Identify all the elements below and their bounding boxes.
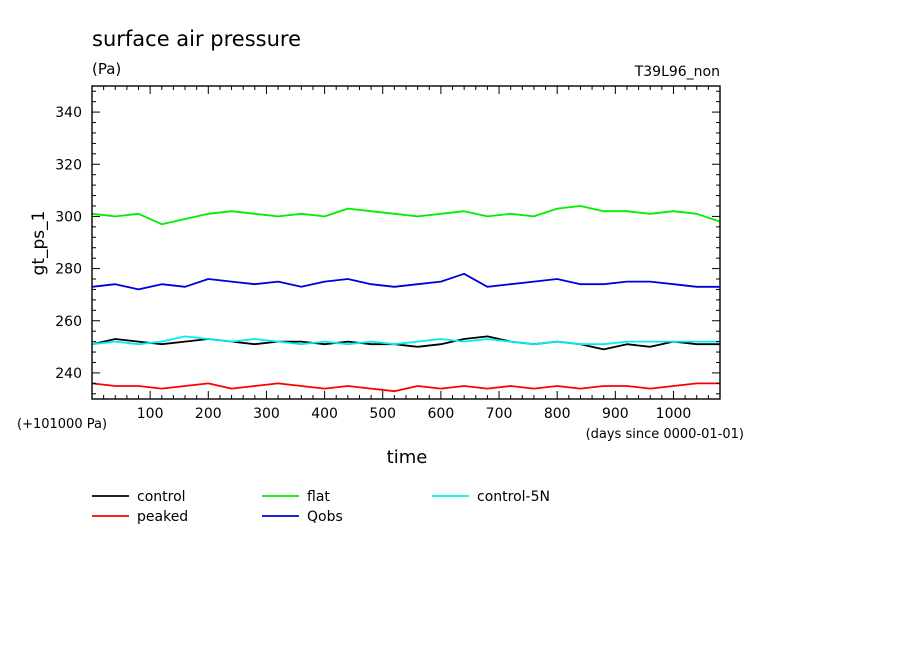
chart-title: surface air pressure xyxy=(92,27,301,51)
x-tick-label: 400 xyxy=(311,406,338,422)
y-tick-label: 300 xyxy=(55,209,82,225)
series-line-qobs xyxy=(91,272,720,291)
legend-label-flat: flat xyxy=(307,489,330,505)
legend-label-control: control xyxy=(137,489,186,505)
y-tick-label: 280 xyxy=(55,262,82,278)
x-unit-note: (days since 0000-01-01) xyxy=(586,427,744,442)
legend-label-qobs: Qobs xyxy=(307,509,343,525)
run-label: T39L96_non xyxy=(634,64,720,80)
y-offset-note: (+101000 Pa) xyxy=(17,417,107,432)
plot-series xyxy=(91,205,721,393)
series-line-control xyxy=(91,335,720,351)
plot-frame xyxy=(91,85,721,400)
y-tick-label: 260 xyxy=(55,314,82,330)
x-tick-label: 1000 xyxy=(656,406,692,422)
x-tick-label: 800 xyxy=(544,406,571,422)
x-tick-label: 500 xyxy=(369,406,396,422)
units-label: (Pa) xyxy=(92,60,121,78)
y-axis-label: gt_ps_1 xyxy=(29,211,49,276)
x-tick-label: 700 xyxy=(486,406,513,422)
x-axis-label: time xyxy=(387,447,428,468)
x-tick-label: 200 xyxy=(195,406,222,422)
axis-ticks xyxy=(92,86,721,399)
x-tick-label: 900 xyxy=(602,406,629,422)
y-tick-label: 340 xyxy=(55,105,82,121)
legend-label-control-5n: control-5N xyxy=(477,489,550,505)
series-line-control-5n xyxy=(91,335,720,346)
legend-label-peaked: peaked xyxy=(137,509,188,525)
x-tick-label: 100 xyxy=(137,406,164,422)
legend: control peaked flat Qobs control-5N xyxy=(92,489,550,525)
y-tick-label: 240 xyxy=(55,366,82,382)
tick-labels: 100 200 300 400 500 600 700 800 900 1000 240 260 280… xyxy=(55,105,691,422)
series-line-peaked xyxy=(91,382,720,393)
series-line-flat xyxy=(91,205,721,226)
x-tick-label: 600 xyxy=(428,406,455,422)
y-tick-label: 320 xyxy=(55,157,82,173)
x-tick-label: 300 xyxy=(253,406,280,422)
